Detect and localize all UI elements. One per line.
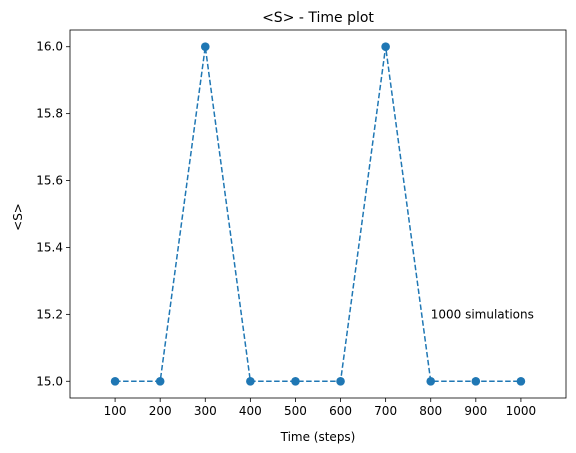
x-tick-label: 800 (419, 404, 442, 418)
y-axis-label: <S> (11, 203, 25, 231)
y-tick-label: 15.2 (36, 307, 63, 321)
x-tick-label: 900 (464, 404, 487, 418)
x-tick-label: 300 (194, 404, 217, 418)
y-tick-label: 15.8 (36, 107, 63, 121)
x-tick-label: 600 (329, 404, 352, 418)
data-point (516, 376, 526, 386)
x-tick-label: 700 (374, 404, 397, 418)
y-tick-label: 15.4 (36, 240, 63, 254)
annotation-text: 1000 simulations (431, 307, 534, 321)
x-axis: 100 200 300 400 500 600 700 800 900 1000 (104, 398, 537, 418)
data-point (336, 376, 345, 386)
data-point (200, 42, 210, 52)
data-point (471, 376, 481, 386)
data-point (426, 376, 436, 386)
y-axis: 15.0 15.2 15.4 15.6 15.8 16.0 (36, 40, 70, 388)
chart-title: <S> - Time plot (262, 10, 374, 26)
plot-frame (69, 29, 567, 399)
y-tick-label: 15.6 (36, 174, 63, 188)
data-point (110, 376, 120, 386)
x-tick-label: 500 (284, 404, 307, 418)
data-point (246, 376, 255, 386)
series-line (115, 46, 521, 383)
data-point (291, 376, 300, 386)
x-tick-label: 200 (149, 404, 172, 418)
data-point (381, 42, 390, 52)
y-tick-label: 15.0 (36, 374, 63, 388)
x-tick-label: 400 (239, 404, 262, 418)
x-axis-label: Time (steps) (280, 430, 356, 444)
y-tick-label: 16.0 (36, 40, 63, 54)
x-tick-label: 100 (104, 404, 127, 418)
x-tick-label: 1000 (506, 404, 537, 418)
plot-area: 1000 simulations (110, 42, 534, 386)
data-point (155, 376, 165, 386)
